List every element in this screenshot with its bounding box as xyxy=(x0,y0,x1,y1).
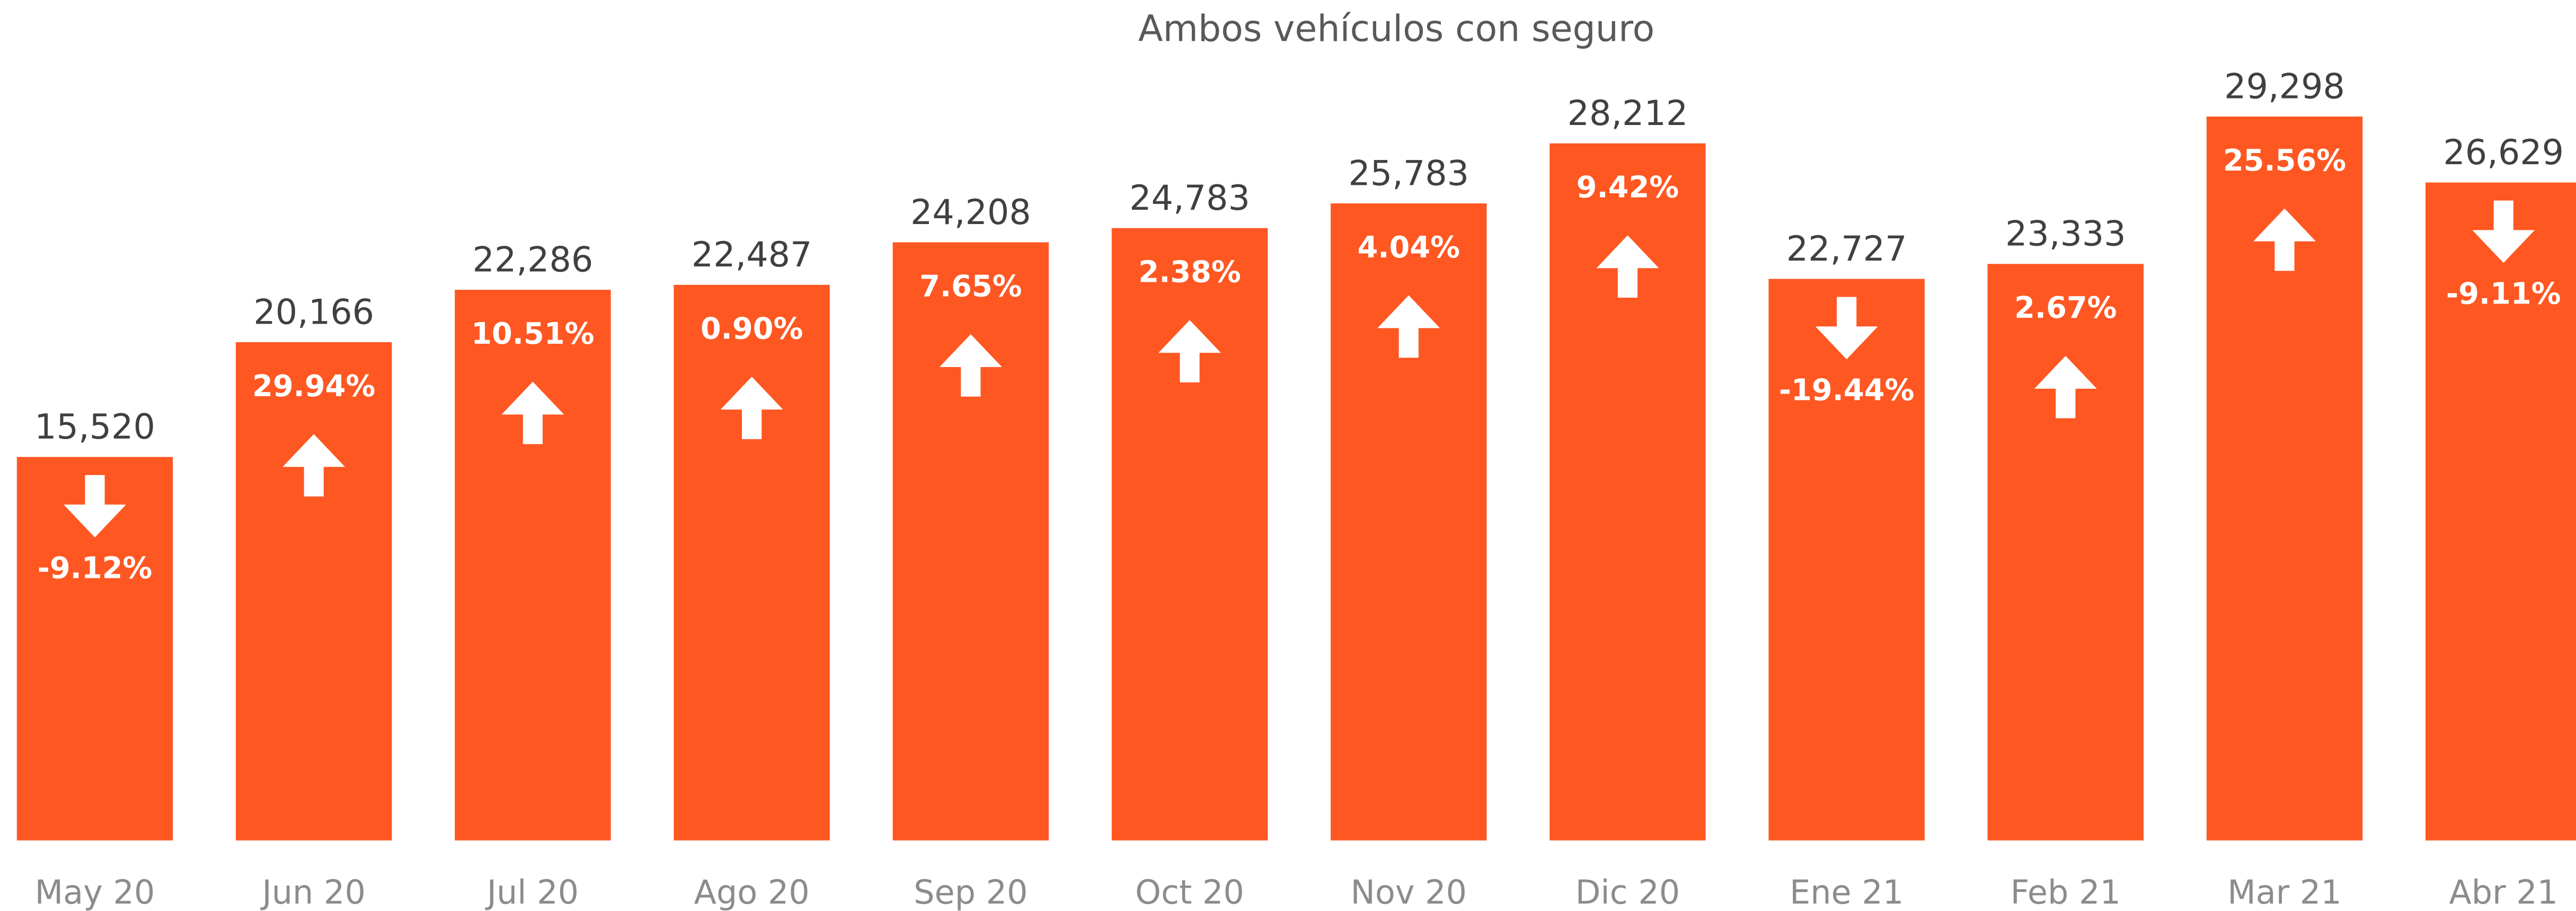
bar xyxy=(892,242,1049,841)
change-label: -9.11% xyxy=(2446,277,2561,311)
value-label: 26,629 xyxy=(2443,133,2564,173)
bar xyxy=(1768,279,1925,841)
value-label: 28,212 xyxy=(1568,94,1688,133)
change-label: 29.94% xyxy=(252,369,375,404)
change-label: 4.04% xyxy=(1357,230,1459,265)
x-tick-label: Ene 21 xyxy=(1790,873,1904,911)
change-arrow xyxy=(2472,200,2535,263)
value-label: 22,286 xyxy=(473,240,594,280)
bar xyxy=(1987,264,2144,841)
change-label: 9.42% xyxy=(1577,171,1679,205)
bar xyxy=(455,290,611,841)
change-arrow xyxy=(720,377,783,440)
change-label: 25.56% xyxy=(2223,144,2346,178)
x-tick-label: Nov 20 xyxy=(1350,873,1467,911)
value-label: 22,727 xyxy=(1786,229,1907,269)
change-label: -19.44% xyxy=(1779,373,1914,408)
change-arrow xyxy=(64,475,126,538)
value-label: 22,487 xyxy=(692,235,812,275)
change-label: -9.12% xyxy=(38,551,153,586)
change-label: 7.65% xyxy=(919,269,1022,303)
change-arrow xyxy=(501,381,564,444)
x-tick-label: Jul 20 xyxy=(485,873,579,911)
x-tick-label: Sep 20 xyxy=(914,873,1028,911)
x-tick-label: Jun 20 xyxy=(260,873,366,911)
x-tick-label: Feb 21 xyxy=(2011,873,2121,911)
change-label: 2.67% xyxy=(2014,291,2117,325)
change-arrow xyxy=(282,434,346,497)
bar xyxy=(236,342,392,841)
value-label: 25,783 xyxy=(1348,154,1469,193)
x-tick-label: May 20 xyxy=(35,873,155,911)
x-tick-label: Oct 20 xyxy=(1135,873,1244,911)
change-arrow xyxy=(2034,355,2097,418)
change-arrow xyxy=(1815,297,1878,360)
value-label: 24,208 xyxy=(910,193,1031,233)
change-arrow xyxy=(1158,320,1221,382)
value-label: 23,333 xyxy=(2005,215,2126,254)
change-arrow xyxy=(1596,235,1659,298)
bar xyxy=(1111,228,1268,841)
change-arrow xyxy=(939,334,1002,397)
bar xyxy=(2425,182,2576,841)
value-label: 15,520 xyxy=(34,407,155,447)
value-label: 20,166 xyxy=(253,292,374,332)
x-tick-label: Ago 20 xyxy=(694,873,810,911)
change-label: 2.38% xyxy=(1138,255,1241,290)
chart-title: Ambos vehículos con seguro xyxy=(1138,8,1654,50)
change-arrow xyxy=(2253,208,2316,271)
value-label: 24,783 xyxy=(1129,178,1250,218)
change-label: 10.51% xyxy=(471,317,594,351)
x-tick-label: Mar 21 xyxy=(2227,873,2341,911)
bar xyxy=(674,284,830,841)
x-tick-label: Dic 20 xyxy=(1575,873,1680,911)
change-arrow xyxy=(1377,295,1440,358)
change-label: 0.90% xyxy=(701,312,803,346)
x-tick-label: Abr 21 xyxy=(2449,873,2558,911)
value-label: 29,298 xyxy=(2224,67,2345,106)
